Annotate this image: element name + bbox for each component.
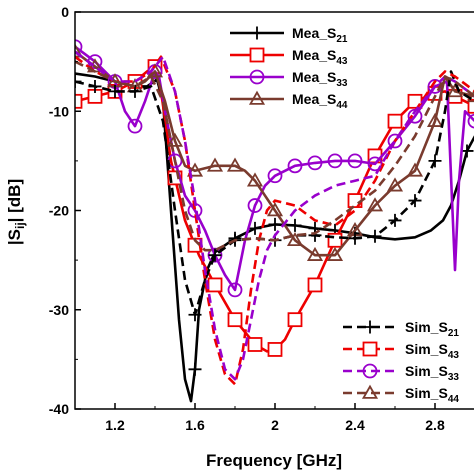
data-point-mea_s44 <box>186 162 204 177</box>
series-sim_s33 <box>75 50 474 381</box>
legend-label: Mea_S33 <box>292 69 348 89</box>
y-tick-label: -40 <box>49 401 69 417</box>
data-point-sim_s21 <box>308 228 322 242</box>
data-point-mea_s44 <box>166 132 184 147</box>
data-point-mea_s44 <box>426 112 444 127</box>
legend-label: Sim_S33 <box>405 363 459 383</box>
series-sim_s21 <box>75 70 474 322</box>
legend-marker <box>363 320 377 334</box>
series-line-sim_s33 <box>75 50 474 381</box>
data-point-sim_s21 <box>128 84 142 98</box>
data-point-mea_s33 <box>467 113 474 129</box>
legend-marker <box>249 47 265 63</box>
data-point-sim_s21 <box>75 74 82 88</box>
legend-marker <box>250 26 264 40</box>
legend-label: Sim_S43 <box>405 341 459 361</box>
data-point-mea_s44 <box>246 172 264 187</box>
data-point-sim_s21 <box>368 229 382 243</box>
series-mea_s43 <box>75 59 474 357</box>
legend-label: Sim_S44 <box>405 385 459 405</box>
legend-label: Mea_S44 <box>292 91 348 111</box>
legend-entry-sim_s21: Sim_S21 <box>343 319 459 339</box>
legend-label: Sim_S21 <box>405 319 459 339</box>
data-point-mea_s21 <box>248 221 262 235</box>
data-point-sim_s21 <box>88 79 102 93</box>
data-point-sim_s21 <box>388 213 402 227</box>
y-tick-label: -20 <box>49 203 69 219</box>
series-line-sim_s21 <box>75 70 474 316</box>
data-point-mea_s43 <box>207 277 223 293</box>
data-point-mea_s43 <box>287 312 303 328</box>
data-point-sim_s21 <box>348 231 362 245</box>
data-point-mea_s33 <box>347 153 363 169</box>
data-point-mea_s44 <box>226 157 244 172</box>
legend-marker <box>249 69 265 85</box>
x-tick-label: 1.6 <box>185 417 205 433</box>
data-point-mea_s44 <box>206 157 224 172</box>
data-point-mea_s21 <box>268 217 282 231</box>
legend-label: Mea_S43 <box>292 47 348 67</box>
data-point-mea_s21 <box>288 218 302 232</box>
legend-marker <box>362 363 378 379</box>
data-point-sim_s21 <box>408 194 422 208</box>
x-tick-label: 2 <box>271 417 279 433</box>
data-point-mea_s33 <box>367 156 383 172</box>
data-point-mea_s33 <box>267 168 283 184</box>
y-tick-label: -10 <box>49 103 69 119</box>
legend-label: Mea_S21 <box>292 25 348 45</box>
y-axis-label: |Sij| [dB] <box>5 179 27 245</box>
data-point-mea_s43 <box>267 342 283 357</box>
legend-entry-mea_s44: Mea_S44 <box>230 90 348 111</box>
data-point-mea_s33 <box>307 155 323 171</box>
x-tick-label: 1.2 <box>105 417 125 433</box>
data-point-sim_s21 <box>108 84 122 98</box>
series-sim_s44 <box>75 60 474 252</box>
data-point-sim_s21 <box>188 308 202 322</box>
data-point-mea_s44 <box>406 162 424 177</box>
data-point-mea_s44 <box>386 177 404 192</box>
legend-entry-mea_s33: Mea_S33 <box>230 69 348 89</box>
legend-entry-sim_s44: Sim_S44 <box>343 384 459 405</box>
data-point-mea_s33 <box>387 133 403 149</box>
data-point-mea_s43 <box>387 113 403 129</box>
data-point-mea_s21 <box>188 362 202 376</box>
data-point-mea_s44 <box>306 246 324 261</box>
series-line-sim_s44 <box>75 60 474 252</box>
y-tick-label: 0 <box>61 4 69 20</box>
data-point-mea_s33 <box>127 118 143 134</box>
legend-entry-sim_s33: Sim_S33 <box>343 363 459 383</box>
legend-marker <box>361 384 379 399</box>
data-point-mea_s43 <box>75 93 83 109</box>
x-tick-label: 2.4 <box>345 417 365 433</box>
data-point-mea_s33 <box>247 198 263 213</box>
data-point-mea_s33 <box>287 158 303 174</box>
data-point-mea_s43 <box>247 337 263 352</box>
legend-entry-sim_s43: Sim_S43 <box>343 341 459 361</box>
x-axis-label: Frequency [GHz] <box>206 451 342 470</box>
data-point-mea_s33 <box>227 282 243 298</box>
legend-marker <box>248 90 266 105</box>
data-point-mea_s33 <box>327 153 343 169</box>
data-point-mea_s44 <box>286 231 304 247</box>
data-point-mea_s43 <box>227 312 243 328</box>
legend-entry-mea_s21: Mea_S21 <box>230 25 348 45</box>
y-tick-label: -30 <box>49 302 69 318</box>
data-point-mea_s43 <box>307 277 323 293</box>
data-point-mea_s44 <box>326 246 344 261</box>
data-point-mea_s33 <box>75 39 83 55</box>
data-point-sim_s21 <box>208 248 222 262</box>
data-point-sim_s21 <box>428 154 442 168</box>
legend-entry-mea_s43: Mea_S43 <box>230 47 348 67</box>
data-point-mea_s44 <box>75 43 84 58</box>
data-point-mea_s44 <box>266 202 284 217</box>
data-point-mea_s43 <box>467 98 474 114</box>
legend-marker <box>362 341 378 357</box>
data-point-mea_s44 <box>366 197 384 212</box>
x-tick-label: 2.8 <box>425 417 445 433</box>
